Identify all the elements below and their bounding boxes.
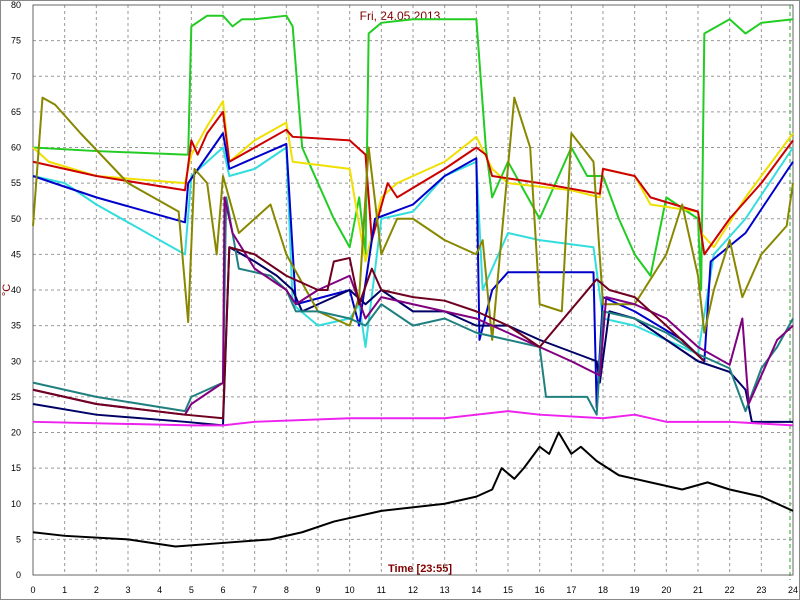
x-tick-label: 14 [471, 585, 481, 595]
series-line [32, 14, 794, 291]
series-line [32, 100, 794, 263]
y-tick-label: 75 [11, 36, 21, 46]
y-tick-label: 65 [11, 107, 21, 117]
x-tick-label: 20 [661, 585, 671, 595]
x-tick-label: 24 [788, 585, 798, 595]
x-tick-label: 18 [598, 585, 608, 595]
x-tick-label: 6 [220, 585, 225, 595]
series-line [32, 96, 794, 341]
x-tick-label: 10 [345, 585, 355, 595]
x-tick-label: 23 [756, 585, 766, 595]
y-tick-label: 50 [11, 214, 21, 224]
x-tick-label: 8 [284, 585, 289, 595]
x-tick-label: 17 [566, 585, 576, 595]
x-tick-label: 19 [630, 585, 640, 595]
x-tick-label: 12 [408, 585, 418, 595]
x-tick-label: 9 [315, 585, 320, 595]
x-tick-label: 16 [535, 585, 545, 595]
y-tick-label: 60 [11, 143, 21, 153]
x-tick-label: 1 [62, 585, 67, 595]
y-tick-label: 15 [11, 463, 21, 473]
y-tick-label: 25 [11, 392, 21, 402]
series-line [32, 132, 794, 409]
series-line [32, 410, 794, 427]
y-tick-label: 20 [11, 428, 21, 438]
x-tick-label: 4 [157, 585, 162, 595]
x-tick-label: 13 [440, 585, 450, 595]
y-tick-label: 55 [11, 178, 21, 188]
x-tick-label: 21 [693, 585, 703, 595]
y-tick-label: 35 [11, 321, 21, 331]
x-tick-label: 3 [125, 585, 130, 595]
x-axis-label: Time [23:55] [388, 563, 452, 575]
series-line [32, 110, 794, 256]
x-tick-label: 15 [503, 585, 513, 595]
x-tick-label: 0 [30, 585, 35, 595]
y-tick-label: 0 [16, 570, 21, 580]
y-tick-label: 40 [11, 285, 21, 295]
y-tick-label: 5 [16, 534, 21, 544]
plot-border [32, 4, 794, 576]
y-tick-label: 70 [11, 71, 21, 81]
series-line [32, 196, 794, 416]
series-line [32, 246, 706, 420]
y-tick-label: 45 [11, 249, 21, 259]
x-tick-label: 11 [377, 585, 386, 595]
x-tick-label: 7 [252, 585, 257, 595]
y-axis-label: °C [1, 284, 13, 296]
y-tick-label: 30 [11, 356, 21, 366]
x-tick-label: 5 [189, 585, 194, 595]
series-line [32, 146, 794, 356]
x-tick-label: 2 [94, 585, 99, 595]
y-tick-label: 10 [11, 499, 21, 509]
y-tick-label: 80 [11, 0, 21, 10]
series-line [32, 246, 793, 427]
x-tick-label: 22 [725, 585, 735, 595]
series-line [32, 431, 794, 548]
